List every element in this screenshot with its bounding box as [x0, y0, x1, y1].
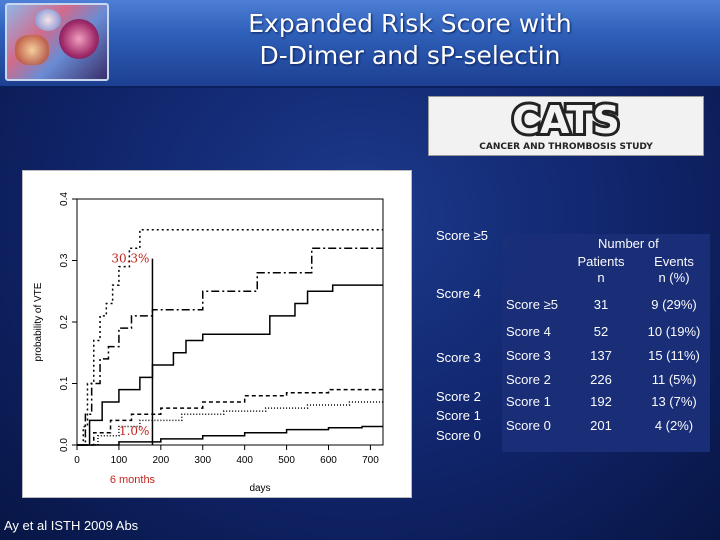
x-tick-label-2: 200 — [152, 455, 169, 466]
score-label-0: Score 0 — [436, 428, 481, 443]
score-label-3: Score 3 — [436, 350, 481, 365]
row-2-events: 11 (5%) — [651, 372, 697, 387]
x-tick-label-5: 500 — [278, 455, 295, 466]
row-3-patients: 137 — [590, 348, 612, 363]
x-tick-label-3: 300 — [194, 455, 211, 466]
x-tick-label-1: 100 — [111, 455, 128, 466]
y-tick-label-1: 0.1 — [59, 376, 70, 390]
series-line-5 — [77, 425, 383, 446]
cats-logo: CATS CATS CANCER AND THROMBOSIS STUDY — [428, 95, 704, 156]
score-label-1: Score 1 — [436, 408, 481, 423]
row-5plus-events: 9 (29%) — [651, 297, 697, 312]
header-n: n — [597, 270, 605, 285]
score-label-4: Score 4 — [436, 286, 481, 301]
row-2-score: Score 2 — [506, 372, 551, 387]
row-4-patients: 52 — [593, 324, 609, 339]
series-line-4 — [77, 401, 383, 446]
chart-svg: 0 100 200 300 400 500 600 700 0.0 0.1 0.2 0.3 0.4 day… — [33, 192, 384, 494]
logo-sub-text: CANCER AND THROMBOSIS STUDY — [479, 142, 653, 152]
row-3-score: Score 3 — [506, 348, 551, 363]
series-line-0 — [77, 229, 383, 446]
row-5plus-patients: 31 — [593, 297, 609, 312]
header-number-of: Number of — [598, 236, 659, 251]
score-label-5plus: Score ≥5 — [436, 228, 488, 243]
survival-chart: 0 100 200 300 400 500 600 700 0.0 0.1 0.2 0.3 0.4 day… — [22, 170, 412, 498]
header-patients: Patients — [577, 254, 625, 269]
row-5plus-score: Score ≥5 — [506, 297, 558, 312]
row-1-patients: 192 — [590, 394, 612, 409]
title-line-1: Expanded Risk Score with — [248, 9, 572, 38]
logo-main-text-outline: CATS — [512, 98, 620, 142]
row-2-patients: 226 — [590, 372, 612, 387]
citation: Ay et al ISTH 2009 Abs — [4, 518, 139, 533]
row-0-events: 4 (2%) — [654, 418, 694, 433]
x-tick-label-4: 400 — [236, 455, 253, 466]
x-tick-label-0: 0 — [74, 455, 80, 466]
series-line-2 — [77, 284, 383, 446]
y-tick-label-3: 0.3 — [59, 253, 70, 267]
series-line-3 — [77, 388, 383, 446]
x-tick-label-7: 700 — [362, 455, 379, 466]
x-axis-label: days — [249, 483, 270, 494]
y-tick-label-0: 0.0 — [59, 438, 70, 452]
row-1-events: 13 (7%) — [651, 394, 697, 409]
header-band — [0, 0, 720, 88]
header-n-pct: n (%) — [658, 270, 690, 285]
annotation-6-months: 6 months — [110, 474, 156, 486]
events-table: Number of Patients Events n n (%) Score … — [502, 234, 710, 452]
logo-main-text: CATS — [512, 98, 620, 142]
row-4-events: 10 (19%) — [647, 324, 701, 339]
plot-frame — [76, 198, 384, 446]
header-thumbnail-image — [5, 3, 109, 81]
row-1-score: Score 1 — [506, 394, 551, 409]
row-0-patients: 201 — [590, 418, 612, 433]
header-events: Events — [654, 254, 694, 269]
annotation-1pct: 1.0% — [119, 424, 150, 438]
score-label-2: Score 2 — [436, 389, 481, 404]
x-tick-label-6: 600 — [320, 455, 337, 466]
series-line-1 — [77, 247, 383, 446]
y-axis-label: probability of VTE — [33, 282, 44, 361]
row-4-score: Score 4 — [506, 324, 551, 339]
title-line-2: D-Dimer and sP-selectin — [259, 41, 561, 70]
y-tick-label-2: 0.2 — [59, 315, 70, 329]
y-tick-label-4: 0.4 — [59, 192, 70, 206]
row-0-score: Score 0 — [506, 418, 551, 433]
row-3-events: 15 (11%) — [648, 348, 700, 363]
slide-title: Expanded Risk Score with D-Dimer and sP-… — [150, 8, 670, 72]
annotation-30pct: 30.3% — [111, 252, 149, 266]
